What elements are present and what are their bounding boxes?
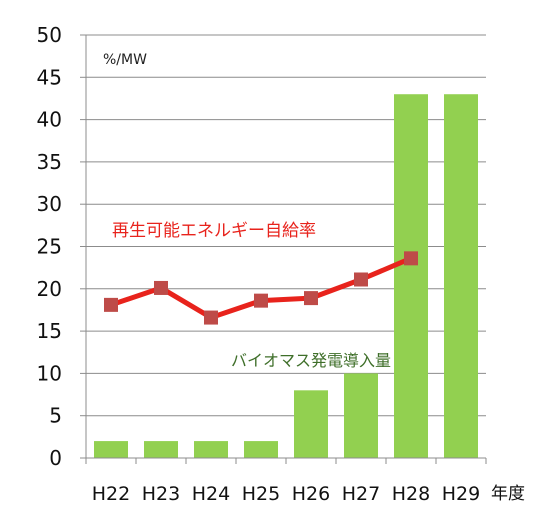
y-tick-labels: 0 5 10 15 20 25 30 35 40 45 50 xyxy=(37,23,62,470)
bar-series xyxy=(94,94,478,458)
bar xyxy=(294,390,328,458)
axes xyxy=(80,34,487,464)
line-series xyxy=(104,251,418,325)
bar xyxy=(94,441,128,458)
x-tick-label: H25 xyxy=(242,483,280,505)
y-tick-label: 20 xyxy=(37,277,62,301)
bar xyxy=(194,441,228,458)
y-tick-label: 40 xyxy=(37,108,62,132)
y-tick-label: 50 xyxy=(37,23,62,47)
line-marker xyxy=(154,280,168,295)
x-tick-label: H23 xyxy=(142,483,180,505)
y-tick-label: 5 xyxy=(49,404,62,428)
bar xyxy=(144,441,178,458)
x-tick-labels: H22 H23 H24 H25 H26 H27 H28 H29 xyxy=(92,483,480,505)
x-tick-label: H22 xyxy=(92,483,130,505)
line-marker xyxy=(204,310,218,325)
unit-label: %/MW xyxy=(103,52,147,68)
bar xyxy=(344,373,378,458)
line-marker xyxy=(104,297,118,312)
line-marker xyxy=(254,293,268,308)
line-series-label: 再生可能エネルギー自給率 xyxy=(112,221,316,241)
bar xyxy=(244,441,278,458)
x-tick-label: H24 xyxy=(192,483,230,505)
y-tick-label: 10 xyxy=(37,361,62,385)
y-tick-label: 25 xyxy=(37,235,62,259)
line-marker xyxy=(404,251,418,266)
y-tick-label: 35 xyxy=(37,150,62,174)
y-tick-label: 30 xyxy=(37,192,62,216)
x-unit-label: 年度 xyxy=(491,484,525,504)
line-marker xyxy=(304,291,318,306)
x-tick-label: H28 xyxy=(392,483,430,505)
bar-series-label: バイオマス発電導入量 xyxy=(231,351,391,370)
x-tick-label: H26 xyxy=(292,483,330,505)
x-tick-label: H29 xyxy=(442,483,480,505)
y-tick-label: 45 xyxy=(37,65,62,89)
x-tick-label: H27 xyxy=(342,483,380,505)
bar xyxy=(444,94,478,458)
y-tick-label: 0 xyxy=(49,446,62,470)
line-marker xyxy=(354,272,368,287)
y-tick-label: 15 xyxy=(37,319,62,343)
bar xyxy=(394,94,428,458)
